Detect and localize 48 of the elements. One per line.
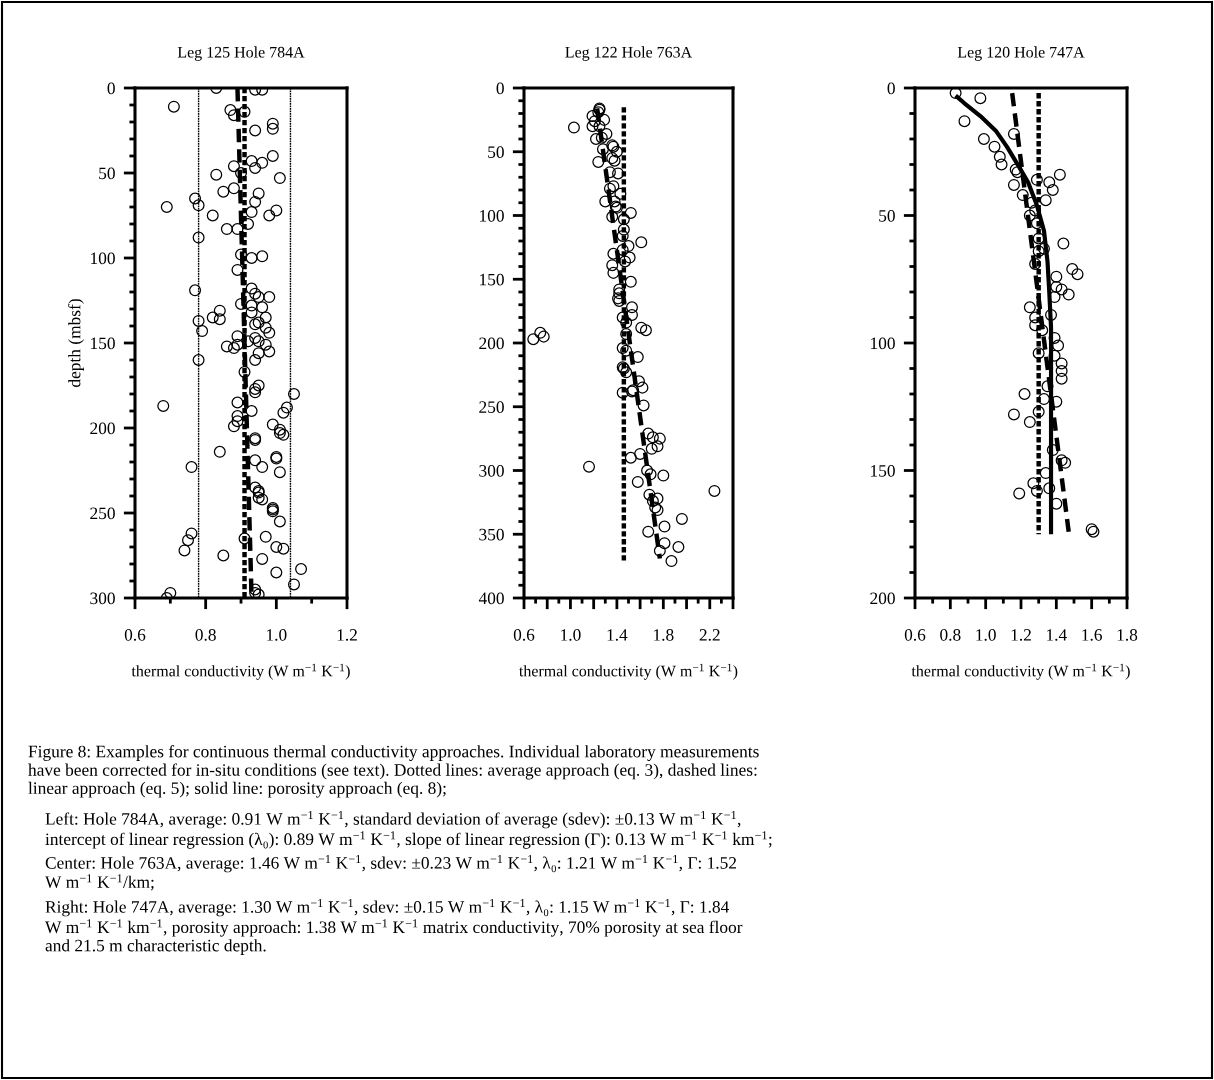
y-tick-label: 200 [870,592,895,605]
y-tick-label: 50 [879,209,895,222]
x-tick-label: 1.2 [1011,629,1031,641]
x-tick-label: 1.0 [267,629,287,641]
x-tick-label: 1.0 [976,629,996,641]
x-tick-label: 2.2 [699,629,720,641]
y-tick-label: 50 [488,146,504,158]
y-tick-label: 300 [479,464,504,477]
text: Left: Hole 784A, average: 0.91 W m$^{−1}$ K$^{−1}$, standard deviation of average (sdev): ±0.13 W m$^{−1}$ K$^{−1}$, intercept of linear regression (λ₀): 0.89 W m$^{−1}$ K$^{−1}$, slope of linear regression (Γ): 0.13 W m$^{−1}$ K$^{−1}$ km$^{−1}$; [45,811,772,849]
x-tick-label: 1.6 [1082,629,1102,641]
x-tick-label: 1.8 [654,629,674,641]
y-tick-label: 100 [91,252,115,265]
x-tick-label: 0.6 [513,629,535,641]
y-tick-label: 200 [90,422,115,435]
chart-title: Leg 122 Hole 763A [565,46,693,61]
x-tick-label: 0.6 [904,629,926,641]
y-tick-label: 250 [90,507,115,520]
y-tick-label: 250 [479,401,504,413]
y-tick-label: 150 [871,464,895,477]
x-tick-label: 0.6 [124,629,146,641]
x-tick-label: 1.8 [1117,629,1138,641]
x-tick-label: 0.8 [195,629,216,641]
y-tick-label: 150 [91,337,115,350]
x-tick-label: 1.4 [1047,629,1067,641]
chart-title: Leg 125 Hole 784A [177,46,305,61]
caption: Figure 8: Examples for continuous thermal conductivity approaches. Individual laboratory measurements have been corrected for in-situ conditions (see text). Dotted lines: average approach (eq. 3), dashed lines: linear approach (eq. 5); solid line: porosity approach (eq. 8); [28,745,759,798]
x-tick-label: 1.0 [561,629,581,641]
x-axis-title: thermal conductivity (W m$^{−1}$ K$^{−1}$) [519,663,738,680]
y-tick-label: 0 [496,82,504,95]
x-tick-label: 0.8 [940,629,961,641]
x-axis-title: thermal conductivity (W m$^{−1}$ K$^{−1}$) [911,663,1130,680]
y-tick-label: 0 [107,82,115,95]
y-axis-title: depth (mbsf) [68,299,84,387]
text: Center: Hole 763A, average: 1.46 W m$^{−1}$ K$^{−1}$, sdev: ±0.23 W m$^{−1}$ K$^{−1}$, λ₀: 1.21 W m$^{−1}$ K$^{−1}$, Γ: 1.52 W m$^{−1}$ K$^{−1}$/km; [45,855,737,891]
y-tick-label: 0 [887,82,895,95]
y-tick-label: 200 [479,337,504,350]
text: Right: Hole 747A, average: 1.30 W m$^{−1}$ K$^{−1}$, sdev: ±0.15 W m$^{−1}$ K$^{−1}$, λ₀: 1.15 W m$^{−1}$ K$^{−1}$, Γ: 1.84 W m$^{−1}$ K$^{−1}$ km$^{−1}$, porosity approach: 1.38 W m$^{−1}$ K$^{−1}$ matrix conductivity, 70% porosity at sea floor and 21.5 m characteristic depth. [45,899,743,955]
y-tick-label: 150 [480,273,504,286]
y-tick-label: 100 [480,209,504,222]
y-tick-label: 100 [871,337,895,350]
y-tick-label: 50 [99,167,115,180]
x-axis-title: thermal conductivity (W m$^{−1}$ K$^{−1}$) [131,663,350,680]
y-tick-label: 300 [90,592,115,605]
x-tick-label: 1.2 [337,629,357,641]
x-tick-label: 1.4 [607,629,628,641]
y-tick-label: 350 [479,528,504,541]
chart-title: Leg 120 Hole 747A [957,46,1085,61]
y-tick-label: 400 [478,592,504,605]
